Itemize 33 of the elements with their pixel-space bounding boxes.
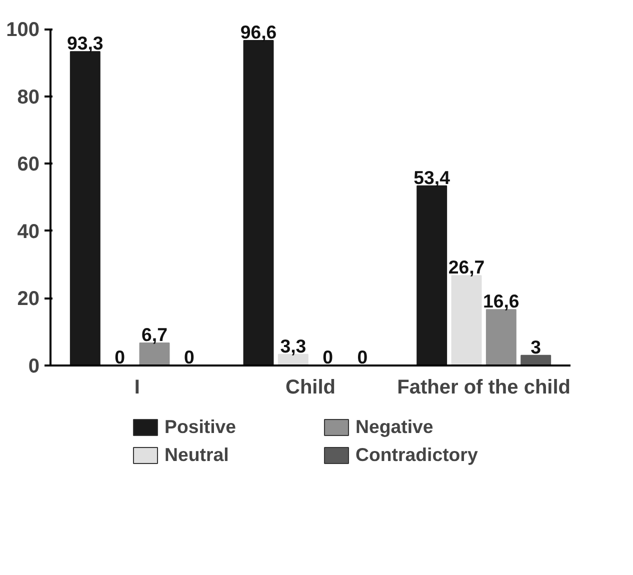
- x-tick-label: Child: [286, 376, 336, 398]
- data-label: 0: [357, 346, 368, 368]
- data-label: 0: [114, 346, 126, 368]
- y-tick-label: 20: [17, 288, 40, 310]
- x-tick-label: I: [134, 376, 140, 398]
- bar: [278, 354, 308, 366]
- y-tick-label: 40: [17, 220, 40, 243]
- legend-label: Positive: [164, 416, 238, 438]
- data-label: 26,7: [448, 256, 485, 278]
- data-label: 16,6: [483, 290, 520, 312]
- legend-label: Negative: [356, 416, 434, 438]
- data-label: 96,6: [240, 21, 277, 42]
- bar: [139, 342, 170, 366]
- y-tick-label: 60: [17, 154, 40, 176]
- data-label: 3: [530, 336, 542, 358]
- data-label: 3,3: [280, 335, 306, 356]
- legend-label: Neutral: [164, 444, 230, 466]
- data-label: 0: [184, 346, 194, 368]
- bar: [486, 309, 516, 366]
- legend-label: Contradictory: [356, 444, 479, 466]
- bar: [70, 51, 100, 366]
- data-label: 93,3: [67, 32, 104, 54]
- bar: [451, 275, 482, 366]
- bar: [416, 185, 448, 366]
- bar: [243, 40, 274, 366]
- y-tick-label: 0: [28, 356, 40, 378]
- y-tick-label: 100: [6, 19, 40, 42]
- bar: [520, 354, 552, 366]
- y-tick-label: 80: [17, 86, 40, 108]
- data-label: 0: [322, 346, 334, 368]
- x-tick-label: Father of the child: [397, 376, 571, 398]
- data-label: 6,7: [142, 324, 168, 345]
- data-label: 53,4: [414, 166, 451, 188]
